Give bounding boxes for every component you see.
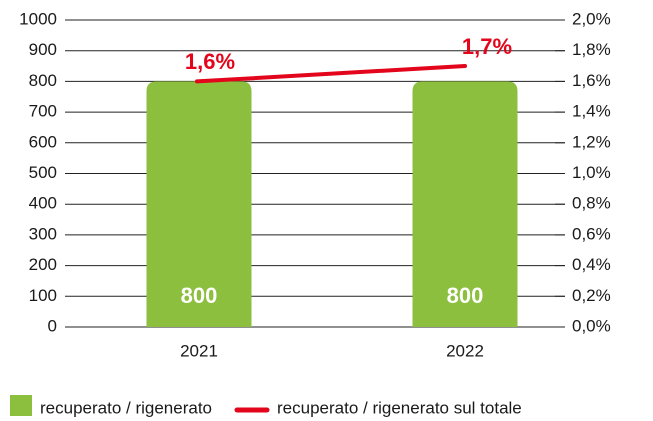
bar [146,81,252,328]
x-tick-label: 2021 [180,341,218,360]
y-tick-label: 1000 [19,9,57,28]
data-label: 1,7% [462,34,512,59]
y2-tick-label: 2,0% [572,9,611,28]
y2-tick-label: 0,4% [572,255,611,274]
y-tick-label: 600 [29,132,57,151]
y-tick-label: 100 [29,286,57,305]
y-tick-label: 800 [29,71,57,90]
y-tick-label: 300 [29,224,57,243]
y2-tick-label: 1,4% [572,102,611,121]
legend-swatch [10,395,32,416]
data-label: 1,6% [185,49,235,74]
y-tick-label: 900 [29,40,57,59]
y-tick-label: 200 [29,255,57,274]
y2-tick-label: 0,2% [572,286,611,305]
data-label: 800 [447,283,484,308]
y-tick-label: 0 [48,316,57,335]
y2-tick-label: 0,0% [572,316,611,335]
line [195,64,467,84]
y2-tick-label: 1,2% [572,132,611,151]
y-tick-label: 700 [29,102,57,121]
legend-label: recuperato / rigenerato [40,398,212,417]
x-tick-label: 2022 [446,341,484,360]
y-tick-label: 400 [29,194,57,213]
legend-label: recuperato / rigenerato sul totale [277,398,522,417]
y2-tick-label: 1,6% [572,71,611,90]
y-tick-label: 500 [29,163,57,182]
y2-tick-label: 0,6% [572,224,611,243]
y2-tick-label: 1,0% [572,163,611,182]
y2-tick-label: 0,8% [572,194,611,213]
data-label: 800 [181,283,218,308]
y2-tick-label: 1,8% [572,40,611,59]
bar [412,81,518,328]
